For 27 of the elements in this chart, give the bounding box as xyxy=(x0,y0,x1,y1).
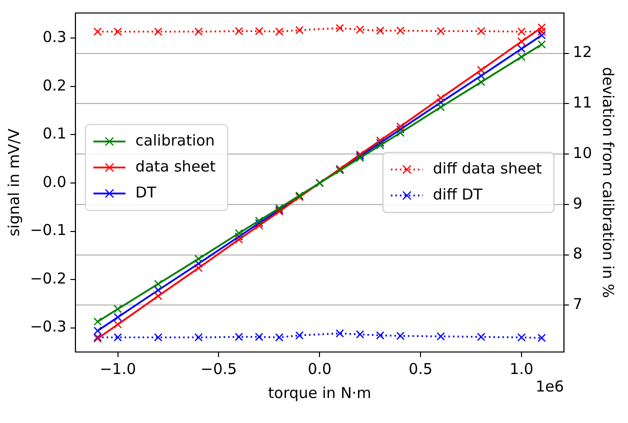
x-tick-label: 1.0 xyxy=(510,360,534,378)
y2-tick-label: 8 xyxy=(572,244,582,263)
text: 1e6 xyxy=(536,377,564,396)
y-tick-label: 0.1 xyxy=(42,124,66,143)
y-tick-label: 0.0 xyxy=(42,172,66,191)
y-tick-label: −0.3 xyxy=(30,318,66,336)
y-tick-label: −0.1 xyxy=(30,221,66,240)
legend-label: diff DT xyxy=(432,185,484,204)
y-tick-label: 0.3 xyxy=(42,28,66,46)
y-tick-label: −0.2 xyxy=(30,269,66,288)
x-tick-label: 0.5 xyxy=(408,360,433,378)
y2-tick-label: 11 xyxy=(572,94,592,112)
y2-axis-title: deviation from calibration in % xyxy=(599,66,618,298)
legend-label: diff data sheet xyxy=(432,159,542,178)
y2-tick-label: 9 xyxy=(572,194,582,212)
y2-tick-label: 12 xyxy=(572,43,592,62)
x-tick-label: −0.5 xyxy=(200,360,237,378)
legend-label: data sheet xyxy=(135,157,216,176)
y-axis-title: signal in mV/V xyxy=(4,128,23,236)
y2-tick-label: 10 xyxy=(572,144,592,162)
x-tick-label: 0.0 xyxy=(308,360,332,378)
y2-tick-label: 7 xyxy=(572,295,582,314)
legend-label: DT xyxy=(135,183,157,202)
x-axis-title: torque in N·m xyxy=(268,384,372,402)
y-tick-label: 0.2 xyxy=(42,76,66,94)
legend-label: calibration xyxy=(135,131,215,150)
x-tick-label: −1.0 xyxy=(100,360,136,378)
